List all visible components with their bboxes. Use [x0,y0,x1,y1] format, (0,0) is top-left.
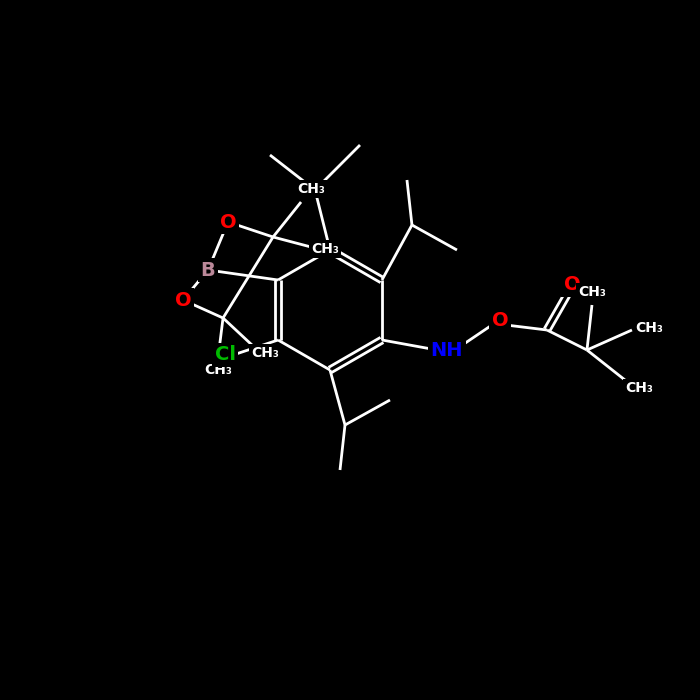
Text: CH₃: CH₃ [635,321,663,335]
Text: O: O [491,311,508,330]
Text: Cl: Cl [214,346,235,365]
Text: CH₃: CH₃ [297,182,325,196]
Text: O: O [175,290,191,309]
Text: CH₃: CH₃ [251,346,279,360]
Text: CH₃: CH₃ [578,285,606,299]
Text: B: B [201,260,216,279]
Text: O: O [220,213,237,232]
Text: CH₃: CH₃ [625,381,653,395]
Text: O: O [564,276,580,295]
Text: CH₃: CH₃ [204,363,232,377]
Text: NH: NH [430,340,463,360]
Text: CH₃: CH₃ [311,242,339,256]
